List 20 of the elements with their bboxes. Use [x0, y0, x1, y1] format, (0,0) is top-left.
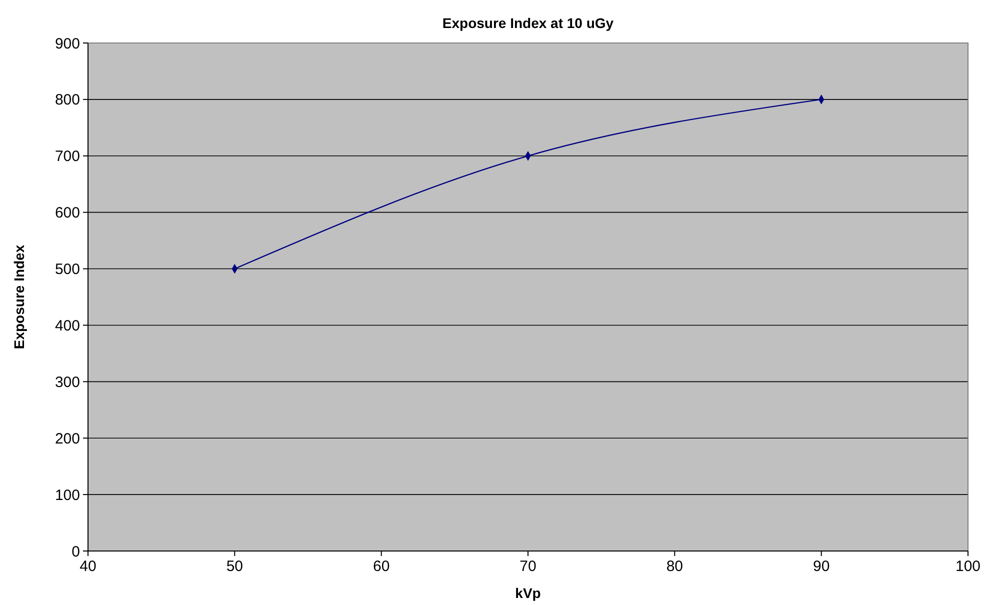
x-tick-label: 60 — [372, 558, 390, 575]
x-axis-title: kVp — [515, 585, 541, 601]
y-tick-label: 900 — [54, 35, 80, 52]
y-tick-label: 300 — [54, 374, 80, 391]
x-tick-label: 90 — [812, 558, 830, 575]
y-tick-label: 0 — [72, 543, 80, 560]
y-tick-label: 800 — [54, 92, 80, 109]
y-tick-label: 600 — [54, 204, 80, 222]
x-tick-label: 80 — [666, 558, 684, 575]
x-tick-label: 100 — [955, 558, 981, 575]
y-axis-title: Exposure Index — [11, 244, 27, 350]
x-tick-label: 40 — [80, 558, 96, 575]
x-tick-label: 50 — [226, 558, 244, 575]
y-tick-label: 200 — [54, 430, 80, 448]
chart-title: Exposure Index at 10 uGy — [442, 15, 614, 31]
x-tick-label: 70 — [520, 558, 536, 575]
y-tick-label: 100 — [54, 486, 80, 504]
y-tick-label: 500 — [54, 261, 80, 278]
y-tick-label: 400 — [54, 317, 80, 334]
y-tick-label: 700 — [54, 148, 80, 166]
